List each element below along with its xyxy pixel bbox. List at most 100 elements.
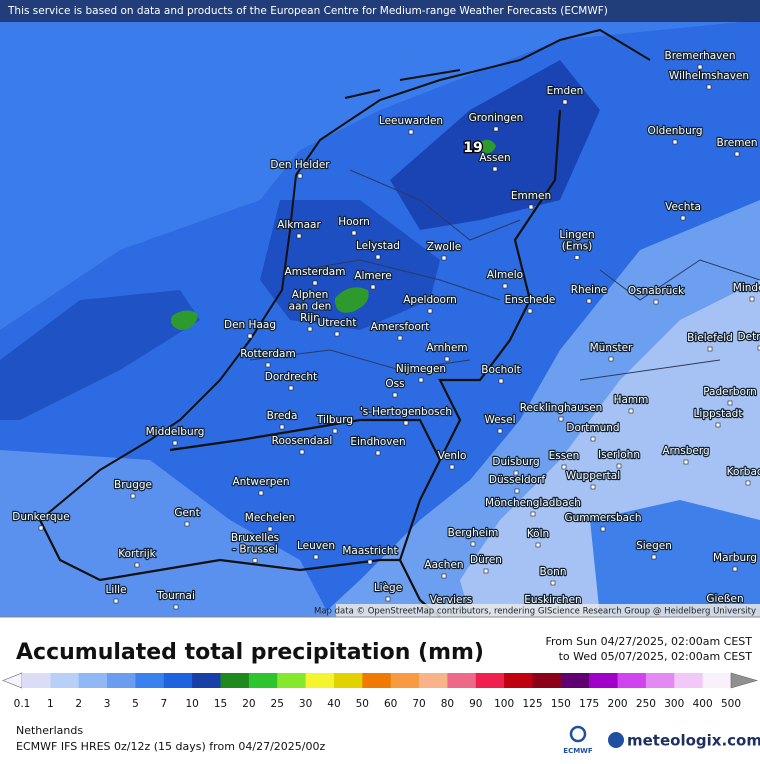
city-dot [498, 378, 504, 384]
colorbar-label: 80 [441, 698, 454, 710]
colorbar-label: 20 [242, 698, 255, 710]
city-label: Köln [527, 528, 549, 540]
model-info: ECMWF IFS HRES 0z/12z (15 days) from 04/… [16, 740, 326, 753]
colorbar-label: 50 [356, 698, 369, 710]
city-label: Mönchengladbach [485, 497, 581, 509]
city-dot [375, 254, 381, 260]
colorbar-swatch [362, 673, 392, 688]
colorbar-swatch [22, 673, 51, 688]
period-to: to Wed 05/07/2025, 02:00am CEST [559, 650, 753, 663]
city-label: 's-Hertogenbosch [360, 406, 452, 418]
city-dot [683, 459, 689, 465]
city-label: Enschede [505, 294, 556, 306]
city-dot [375, 450, 381, 456]
colorbar-label: 200 [608, 698, 628, 710]
city-label: Tournai [156, 590, 195, 602]
city-label: Emmen [511, 190, 551, 202]
precip-area [260, 200, 440, 330]
colorbar-label: 125 [522, 698, 542, 710]
city-label: Rheine [571, 284, 607, 296]
city-dot [514, 488, 520, 494]
city-label: Dortmund [566, 422, 619, 434]
city-dot [715, 422, 721, 428]
city-dot [296, 233, 302, 239]
city-dot [312, 280, 318, 286]
city-dot [734, 151, 740, 157]
colorbar-label: 70 [412, 698, 425, 710]
colorbar-label: 60 [384, 698, 397, 710]
city-dot [586, 298, 592, 304]
city-label: Gummersbach [564, 512, 641, 524]
city-dot [513, 470, 519, 476]
colorbar-swatch [220, 673, 250, 688]
period-from: From Sun 04/27/2025, 02:00am CEST [545, 635, 752, 648]
city-dot [427, 308, 433, 314]
city-label: Amsterdam [285, 266, 346, 278]
city-dot [749, 296, 755, 302]
city-label: Bergheim [448, 527, 499, 539]
city-dot [550, 580, 556, 586]
city-dot [134, 562, 140, 568]
city-label: Osnabrück [628, 285, 685, 297]
city-label: Duisburg [492, 456, 539, 468]
city-label: Bruxelles [231, 532, 279, 544]
city-label: Maastricht [342, 545, 397, 557]
banner-bg [0, 0, 760, 22]
city-dot [267, 526, 273, 532]
colorbar-swatch [78, 673, 108, 688]
city-label: Rijn [300, 312, 320, 324]
colorbar-swatch [589, 673, 619, 688]
city-dot [561, 464, 567, 470]
colorbar-label: 25 [271, 698, 284, 710]
city-label: Utrecht [318, 317, 357, 329]
city-label: Tilburg [316, 414, 353, 426]
city-dot [173, 604, 179, 610]
city-label: Apeldoorn [403, 294, 457, 306]
city-label: Leeuwarden [379, 115, 443, 127]
city-label: Arnhem [426, 342, 467, 354]
colorbar-swatch [135, 673, 165, 688]
city-label: Dordrecht [265, 371, 317, 383]
colorbar-label: 3 [104, 698, 111, 710]
colorbar-swatch [248, 673, 278, 688]
colorbar-swatch [390, 673, 420, 688]
city-label: Mechelen [245, 512, 295, 524]
city-dot [397, 335, 403, 341]
city-dot [528, 204, 534, 210]
city-dot [493, 126, 499, 132]
city-dot [497, 428, 503, 434]
city-dot [441, 573, 447, 579]
colorbar: 0.1 1 2 3 5 7 10 15 20 25 30 40 50 60 70 80 90 100 125 150 1… [2, 672, 759, 710]
city-label: Paderborn [703, 386, 757, 398]
city-label: Alphen [292, 289, 329, 301]
colorbar-label: 100 [494, 698, 514, 710]
colorbar-swatch [192, 673, 222, 688]
border [39, 109, 562, 618]
colorbar-label: 1 [47, 698, 54, 710]
colorbar-arrow-high [730, 672, 759, 689]
city-dot [449, 464, 455, 470]
colorbar-swatch [107, 673, 136, 688]
max-value: 19 [463, 140, 482, 156]
city-label: Wilhelmshaven [669, 70, 749, 82]
city-dot [408, 129, 414, 135]
city-label: Siegen [636, 540, 672, 552]
city-label: Alkmaar [277, 219, 321, 231]
colorbar-label: 7 [160, 698, 167, 710]
city-dot [307, 326, 313, 332]
city-dot [334, 331, 340, 337]
precip-area [0, 0, 760, 330]
city-label: Kortrijk [118, 548, 156, 560]
city-label: Aachen [424, 559, 463, 571]
city-label: (Ems) [562, 241, 593, 253]
city-label: Bocholt [481, 364, 521, 376]
colorbar-label: 0.1 [14, 698, 31, 710]
city-dot [600, 526, 606, 532]
city-label: Middelburg [146, 426, 205, 438]
precip-area [334, 287, 369, 313]
city-dot [697, 64, 703, 70]
city-dot [590, 436, 596, 442]
city-label: Gießen [706, 593, 743, 605]
city-label: Den Helder [270, 159, 330, 171]
city-label: Bielefeld [687, 332, 733, 344]
